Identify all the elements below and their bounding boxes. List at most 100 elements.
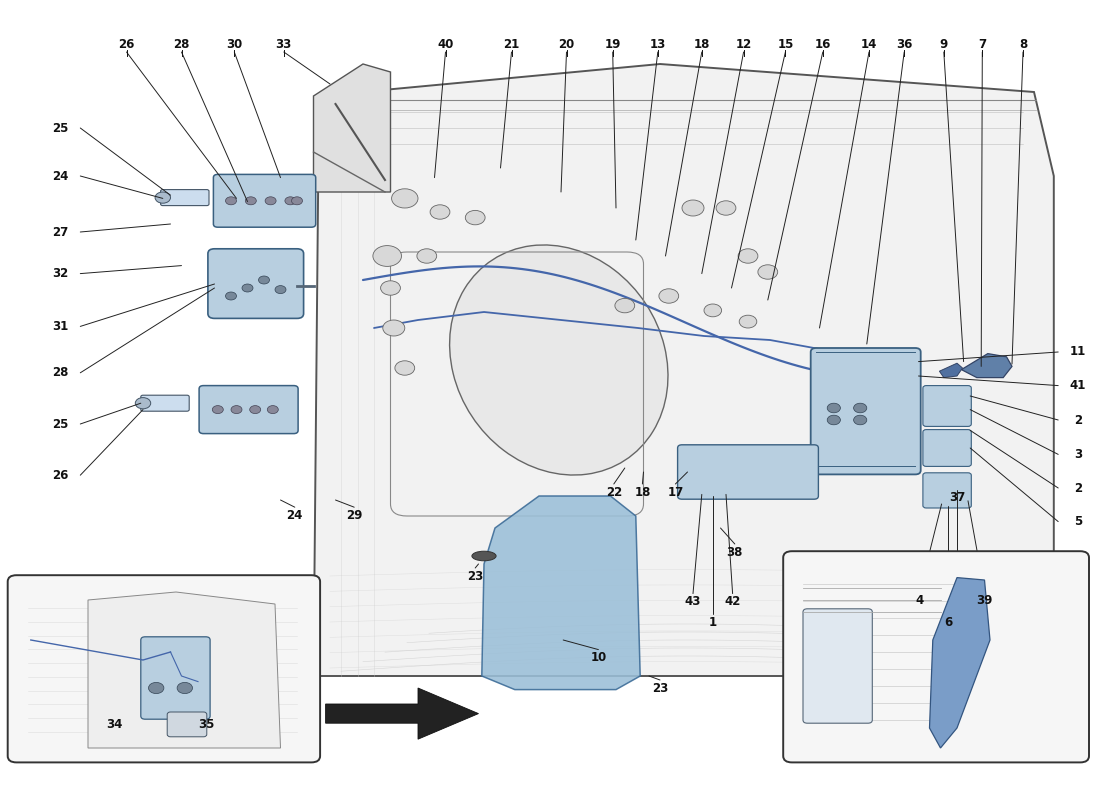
Circle shape: [258, 276, 270, 284]
Text: 33: 33: [276, 38, 292, 50]
Circle shape: [381, 281, 400, 295]
Polygon shape: [314, 64, 390, 192]
Polygon shape: [939, 363, 962, 378]
Text: 26: 26: [53, 469, 68, 482]
FancyBboxPatch shape: [213, 174, 316, 227]
Text: 16: 16: [815, 38, 830, 50]
FancyBboxPatch shape: [923, 430, 971, 466]
Text: 18: 18: [694, 38, 710, 50]
Text: passion for parts: passion for parts: [656, 190, 818, 210]
Text: 40: 40: [438, 38, 453, 50]
Text: 2: 2: [1074, 414, 1082, 426]
Ellipse shape: [450, 245, 668, 475]
FancyBboxPatch shape: [803, 609, 872, 723]
Text: 31: 31: [53, 320, 68, 333]
Circle shape: [177, 682, 192, 694]
Circle shape: [827, 415, 840, 425]
Text: 25: 25: [53, 122, 68, 134]
Text: 24: 24: [53, 170, 68, 182]
Circle shape: [704, 304, 722, 317]
FancyBboxPatch shape: [811, 348, 921, 474]
Circle shape: [155, 192, 170, 203]
Text: 9: 9: [939, 38, 948, 50]
FancyBboxPatch shape: [141, 637, 210, 719]
Text: 13: 13: [650, 38, 666, 50]
Circle shape: [392, 189, 418, 208]
Circle shape: [242, 284, 253, 292]
Circle shape: [212, 406, 223, 414]
Text: 39: 39: [977, 594, 992, 606]
Circle shape: [417, 249, 437, 263]
Text: 21: 21: [504, 38, 519, 50]
Text: 43: 43: [685, 595, 701, 608]
Circle shape: [659, 289, 679, 303]
Text: 24: 24: [287, 509, 303, 522]
Text: 3: 3: [1074, 448, 1082, 461]
Circle shape: [275, 286, 286, 294]
Circle shape: [226, 292, 236, 300]
Circle shape: [135, 398, 151, 409]
Text: 10: 10: [591, 651, 606, 664]
FancyBboxPatch shape: [141, 395, 189, 411]
Text: 35: 35: [199, 718, 214, 730]
Circle shape: [854, 403, 867, 413]
Text: 15: 15: [778, 38, 793, 50]
Circle shape: [716, 201, 736, 215]
Text: 6: 6: [944, 616, 953, 629]
Circle shape: [383, 320, 405, 336]
Text: 2: 2: [1074, 482, 1082, 494]
Text: 17: 17: [668, 486, 683, 498]
Polygon shape: [930, 578, 990, 748]
Text: 22: 22: [606, 486, 621, 498]
Text: 14: 14: [861, 38, 877, 50]
FancyBboxPatch shape: [783, 551, 1089, 762]
Text: 19: 19: [605, 38, 620, 50]
Circle shape: [615, 298, 635, 313]
Text: 25: 25: [53, 418, 68, 430]
FancyBboxPatch shape: [8, 575, 320, 762]
Polygon shape: [88, 592, 280, 748]
Polygon shape: [482, 496, 640, 690]
Circle shape: [682, 200, 704, 216]
Text: 23: 23: [468, 570, 483, 582]
Text: 23: 23: [652, 682, 668, 694]
Text: 20: 20: [559, 38, 574, 50]
Text: 42: 42: [725, 595, 740, 608]
Text: 4: 4: [915, 594, 924, 606]
Text: 1: 1: [708, 616, 717, 629]
FancyBboxPatch shape: [678, 445, 818, 499]
Text: 36: 36: [896, 38, 912, 50]
Polygon shape: [961, 354, 1012, 378]
Text: 8: 8: [1019, 38, 1027, 50]
Text: 34: 34: [107, 718, 122, 730]
FancyBboxPatch shape: [208, 249, 304, 318]
Circle shape: [373, 246, 402, 266]
FancyBboxPatch shape: [161, 190, 209, 206]
Circle shape: [854, 415, 867, 425]
Circle shape: [265, 197, 276, 205]
Text: 28: 28: [174, 38, 189, 50]
Circle shape: [285, 197, 296, 205]
Text: 18: 18: [635, 486, 650, 498]
Circle shape: [245, 197, 256, 205]
Polygon shape: [314, 64, 1054, 676]
Text: 38: 38: [727, 546, 742, 558]
Text: 28: 28: [53, 366, 68, 379]
Circle shape: [148, 682, 164, 694]
Circle shape: [267, 406, 278, 414]
Circle shape: [738, 249, 758, 263]
Text: 5: 5: [1074, 515, 1082, 528]
Text: 11: 11: [1070, 346, 1086, 358]
Text: 12: 12: [736, 38, 751, 50]
Circle shape: [226, 197, 236, 205]
Circle shape: [292, 197, 302, 205]
Circle shape: [250, 406, 261, 414]
Circle shape: [465, 210, 485, 225]
Circle shape: [430, 205, 450, 219]
Text: 29: 29: [346, 509, 362, 522]
Text: 41: 41: [1070, 379, 1086, 392]
Text: 1965: 1965: [681, 202, 991, 310]
Text: 26: 26: [119, 38, 134, 50]
FancyBboxPatch shape: [199, 386, 298, 434]
Polygon shape: [326, 688, 478, 739]
